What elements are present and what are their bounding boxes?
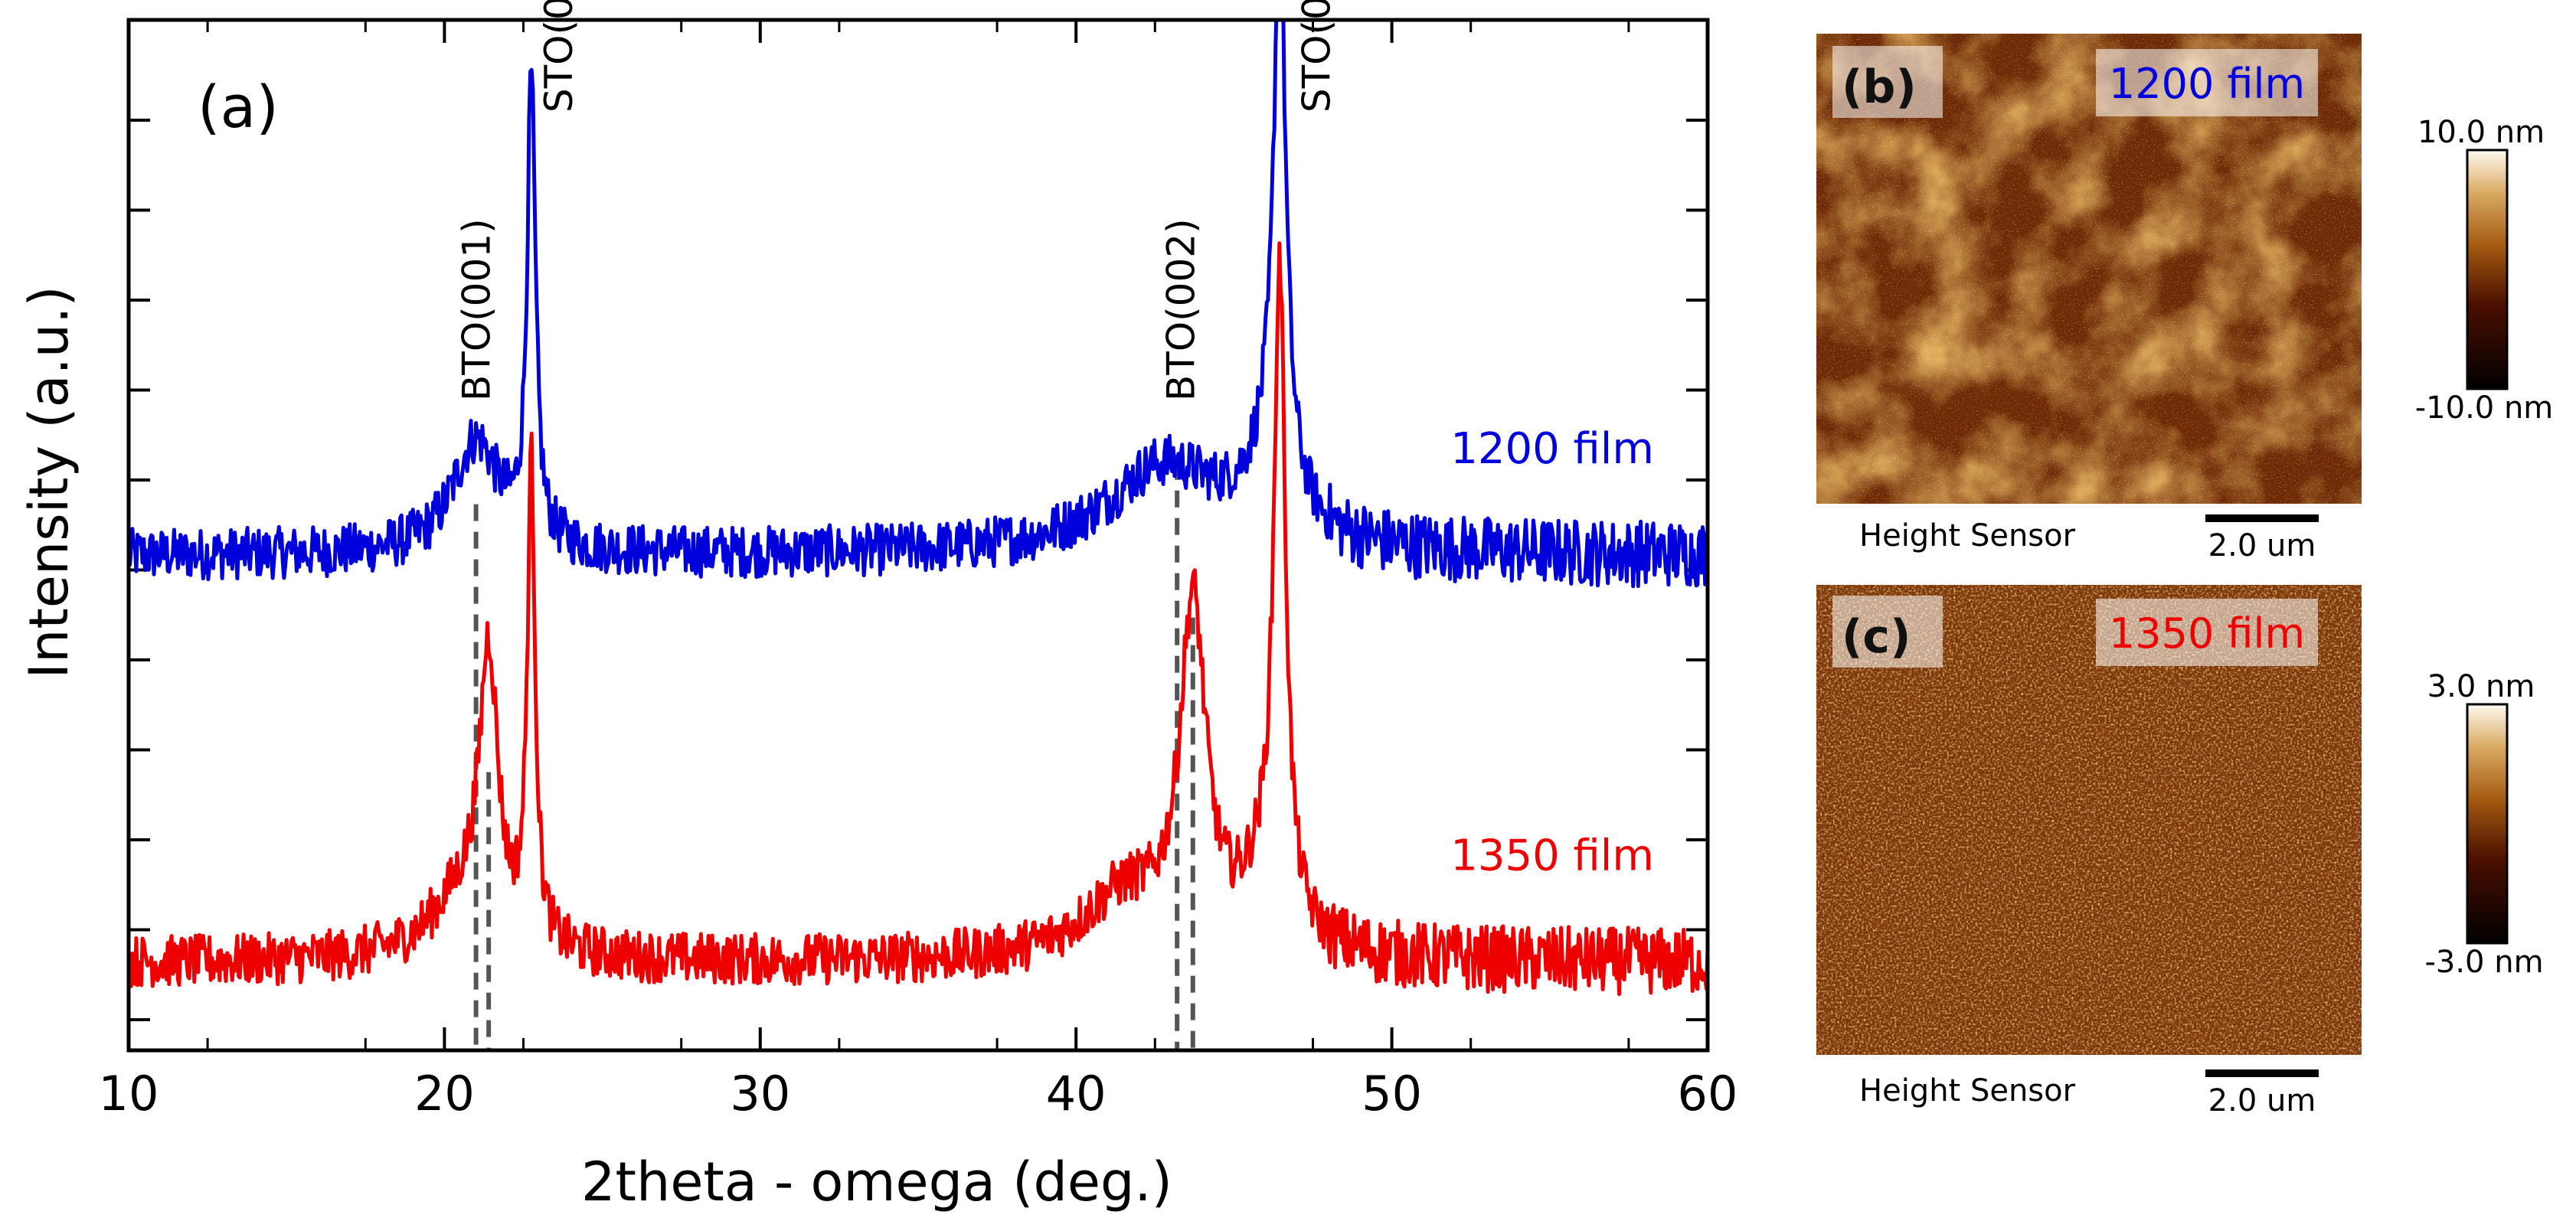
x-tick-labels: 10 20 30 40 50 60 <box>99 1066 1738 1122</box>
series-labels: 1200 film 1350 film <box>1450 424 1654 881</box>
scale-bar-label-c: 2.0 um <box>2208 1083 2316 1118</box>
afm-panel-b: (b) 1200 film Height Sensor 2.0 um 10.0 … <box>1816 34 2553 563</box>
y-axis-label: Intensity (a.u.) <box>18 286 80 678</box>
scale-bar-b <box>2205 514 2319 522</box>
film-label-b-bg <box>2096 49 2318 116</box>
x-tick-label: 10 <box>99 1066 159 1122</box>
peak-annotation: BTO(002) <box>1159 218 1203 401</box>
reference-lines <box>473 462 1195 1050</box>
scale-bar-c <box>2205 1069 2319 1077</box>
colorbar-b <box>2466 149 2509 390</box>
x-tick-label: 40 <box>1046 1066 1107 1122</box>
scale-bar-label-b: 2.0 um <box>2208 528 2316 563</box>
film-label-c: 1350 film <box>2109 609 2305 658</box>
x-tick-label: 60 <box>1678 1066 1738 1122</box>
plot-frame <box>126 18 1710 1053</box>
colorbar-min-b: -10.0 nm <box>2415 390 2554 426</box>
series-label: 1200 film <box>1450 424 1654 474</box>
panel-label-a: (a) <box>198 73 279 141</box>
peak-annotation: BTO(001) <box>455 218 499 401</box>
series-line <box>129 241 1708 996</box>
peak-annotation: STO(001) <box>537 0 581 113</box>
series-label: 1350 film <box>1450 831 1654 880</box>
colorbar-max-c: 3.0 nm <box>2427 669 2535 704</box>
x-axis-label: 2theta - omega (deg.) <box>581 1151 1172 1213</box>
peak-annotation: STO(002) <box>1295 0 1339 113</box>
peak-annotations: BTO(001) STO(001) BTO(002) STO(002) <box>455 0 1339 401</box>
colorbar-c <box>2466 703 2509 945</box>
panel-label-c-bg <box>1832 596 1943 668</box>
x-tick-label: 30 <box>730 1066 790 1122</box>
film-label-b: 1200 film <box>2109 60 2305 108</box>
afm-panel-c: (c) 1350 film Height Sensor 2.0 um 3.0 n… <box>1816 585 2544 1118</box>
panel-label-c: (c) <box>1842 610 1911 664</box>
film-label-c-bg <box>2096 599 2318 666</box>
panel-label-b: (b) <box>1842 60 1917 114</box>
series-lines <box>129 20 1708 996</box>
xrd-plot: 10 20 30 40 50 60 BTO(001) STO(001) BTO(002) STO… <box>18 0 1737 1213</box>
afm-caption-c: Height Sensor <box>1859 1073 2076 1109</box>
colorbar-max-b: 10.0 nm <box>2417 115 2545 150</box>
x-tick-label: 20 <box>414 1066 475 1122</box>
afm-caption-b: Height Sensor <box>1859 518 2076 553</box>
series-line <box>129 20 1708 589</box>
colorbar-min-c: -3.0 nm <box>2424 945 2543 980</box>
x-tick-label: 50 <box>1362 1066 1422 1122</box>
panel-label-b-bg <box>1832 46 1943 118</box>
